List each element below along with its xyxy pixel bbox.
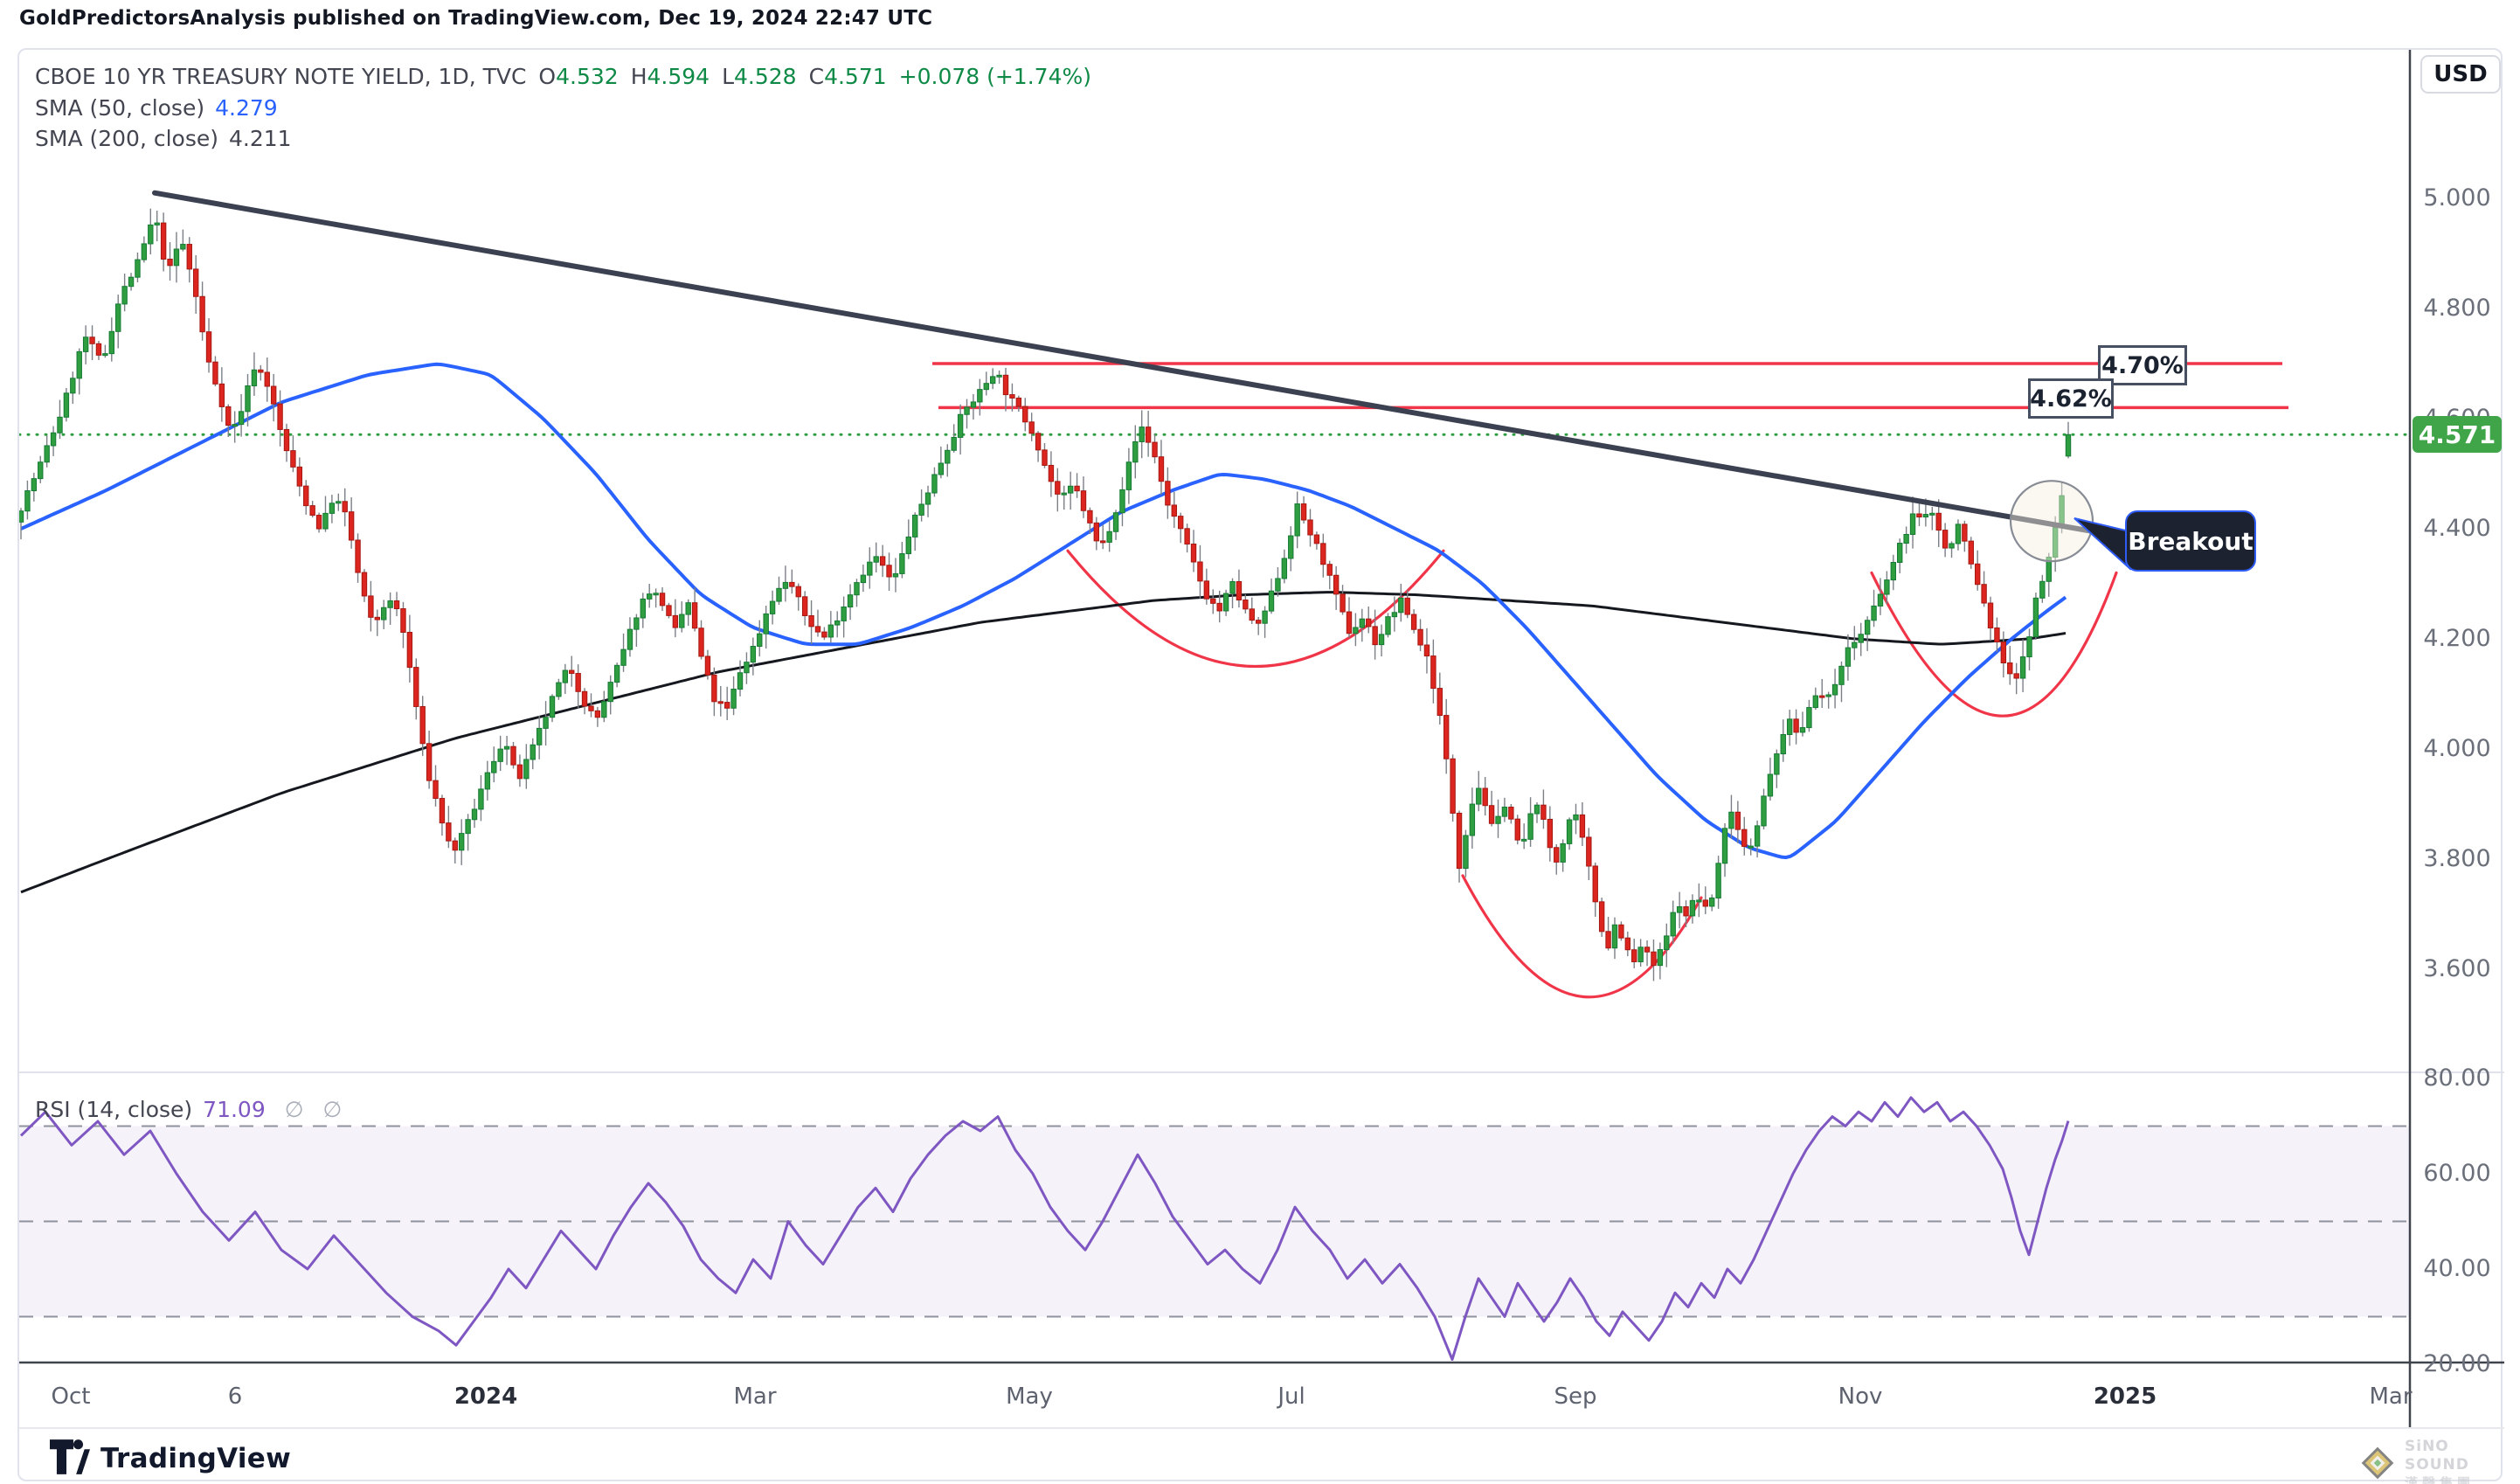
rsi-hidden-plot-toggle-2[interactable]: ∅ [322,1097,343,1122]
sino-sound-watermark: SiNO SOUND 漢聲集團 [2359,1438,2501,1484]
rsi-tick-60.00: 60.00 [2423,1160,2491,1187]
time-tick-May: May [1006,1383,1053,1410]
price-tick-5.000: 5.000 [2423,184,2491,212]
sino-sound-diamond-icon [2359,1445,2396,1484]
price-tick-4.400: 4.400 [2423,515,2491,542]
rsi-tick-40.00: 40.00 [2423,1255,2491,1282]
breakout-circle [2009,480,2094,563]
sma50-line [20,362,2067,860]
rsi-tick-20.00: 20.00 [2423,1350,2491,1377]
rsi-hidden-plot-toggle-1[interactable]: ∅ [284,1097,304,1122]
level-label-462[interactable]: 4.62% [2028,378,2114,419]
ohlc-value-O: 4.532 [556,64,619,89]
ohlc-value-H: 4.594 [647,64,710,89]
time-tick-2024: 2024 [453,1383,518,1410]
ohlc-key-C: C [808,64,825,89]
rsi-line [19,1096,2070,1361]
time-tick-2025: 2025 [2093,1383,2157,1410]
chart-container: CBOE 10 YR TREASURY NOTE YIELD, 1D, TVC O… [17,48,2504,1484]
rsi-value: 71.09 [203,1097,266,1122]
ohlc-key-O: O [538,64,557,89]
breakout-tooltip[interactable]: Breakout [2125,510,2256,572]
price-tick-3.600: 3.600 [2423,955,2491,982]
time-tick-Mar: Mar [733,1383,777,1410]
ohlc-key-H: H [630,64,647,89]
price-tick-4.800: 4.800 [2423,295,2491,322]
time-tick-Mar: Mar [2369,1383,2413,1410]
symbol-legend-row[interactable]: CBOE 10 YR TREASURY NOTE YIELD, 1D, TVC O… [35,64,1091,89]
time-tick-Jul: Jul [1277,1383,1305,1410]
ohlc-key-L: L [722,64,735,89]
sma200-legend-row[interactable]: SMA (200, close) 4.211 [35,126,292,151]
watermark-line2: 漢聲集團 [2405,1474,2475,1484]
time-tick-Nov: Nov [1838,1383,1883,1410]
tradingview-logo-icon [50,1439,90,1478]
time-tick-6: 6 [227,1383,243,1410]
currency-button[interactable]: USD [2420,55,2501,94]
change-value: +0.078 (+1.74%) [898,64,1091,89]
time-tick-Sep: Sep [1554,1383,1597,1410]
rsi-legend-row[interactable]: RSI (14, close) 71.09 ∅ ∅ [35,1097,342,1122]
ohlc-value-L: 4.528 [734,64,797,89]
price-tick-3.800: 3.800 [2423,845,2491,872]
chart-canvas[interactable] [19,50,2504,1483]
tradingview-logo-text: TradingView [100,1443,292,1474]
sma50-legend-row[interactable]: SMA (50, close) 4.279 [35,95,278,121]
tradingview-logo[interactable]: TradingView [50,1439,291,1478]
sma50-label: SMA (50, close) [35,95,205,121]
sma200-value: 4.211 [229,126,292,151]
watermark-line1: SiNO SOUND [2405,1438,2469,1474]
sma200-line [20,591,2067,894]
ohlc-value-C: 4.571 [824,64,887,89]
rsi-tick-80.00: 80.00 [2423,1064,2491,1092]
time-tick-Oct: Oct [51,1383,91,1410]
rsi-label: RSI (14, close) [35,1097,193,1122]
level-label-470[interactable]: 4.70% [2098,345,2187,385]
sma50-value: 4.279 [215,95,278,121]
price-tick-4.000: 4.000 [2423,735,2491,762]
last-price-label: 4.571 [2413,416,2502,453]
publish-attribution: GoldPredictorsAnalysis published on Trad… [19,7,933,30]
sma200-label: SMA (200, close) [35,126,218,151]
symbol-title: CBOE 10 YR TREASURY NOTE YIELD, 1D, TVC [35,64,527,89]
price-tick-4.200: 4.200 [2423,625,2491,652]
descending-trendline [152,190,2128,540]
